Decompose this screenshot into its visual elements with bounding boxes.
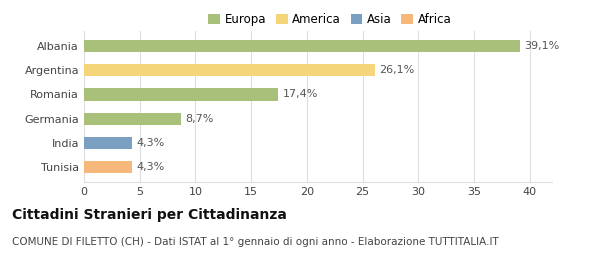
Bar — [84, 137, 132, 149]
Legend: Europa, America, Asia, Africa: Europa, America, Asia, Africa — [203, 9, 457, 31]
Bar — [84, 113, 181, 125]
Text: 39,1%: 39,1% — [524, 41, 559, 51]
Bar — [84, 88, 278, 101]
Text: 26,1%: 26,1% — [379, 65, 415, 75]
Text: 4,3%: 4,3% — [136, 162, 164, 172]
Bar — [84, 40, 520, 52]
Bar — [84, 161, 132, 173]
Text: 4,3%: 4,3% — [136, 138, 164, 148]
Text: 17,4%: 17,4% — [283, 89, 318, 99]
Bar — [84, 64, 375, 76]
Text: 8,7%: 8,7% — [185, 114, 214, 124]
Text: COMUNE DI FILETTO (CH) - Dati ISTAT al 1° gennaio di ogni anno - Elaborazione TU: COMUNE DI FILETTO (CH) - Dati ISTAT al 1… — [12, 237, 499, 246]
Text: Cittadini Stranieri per Cittadinanza: Cittadini Stranieri per Cittadinanza — [12, 208, 287, 222]
